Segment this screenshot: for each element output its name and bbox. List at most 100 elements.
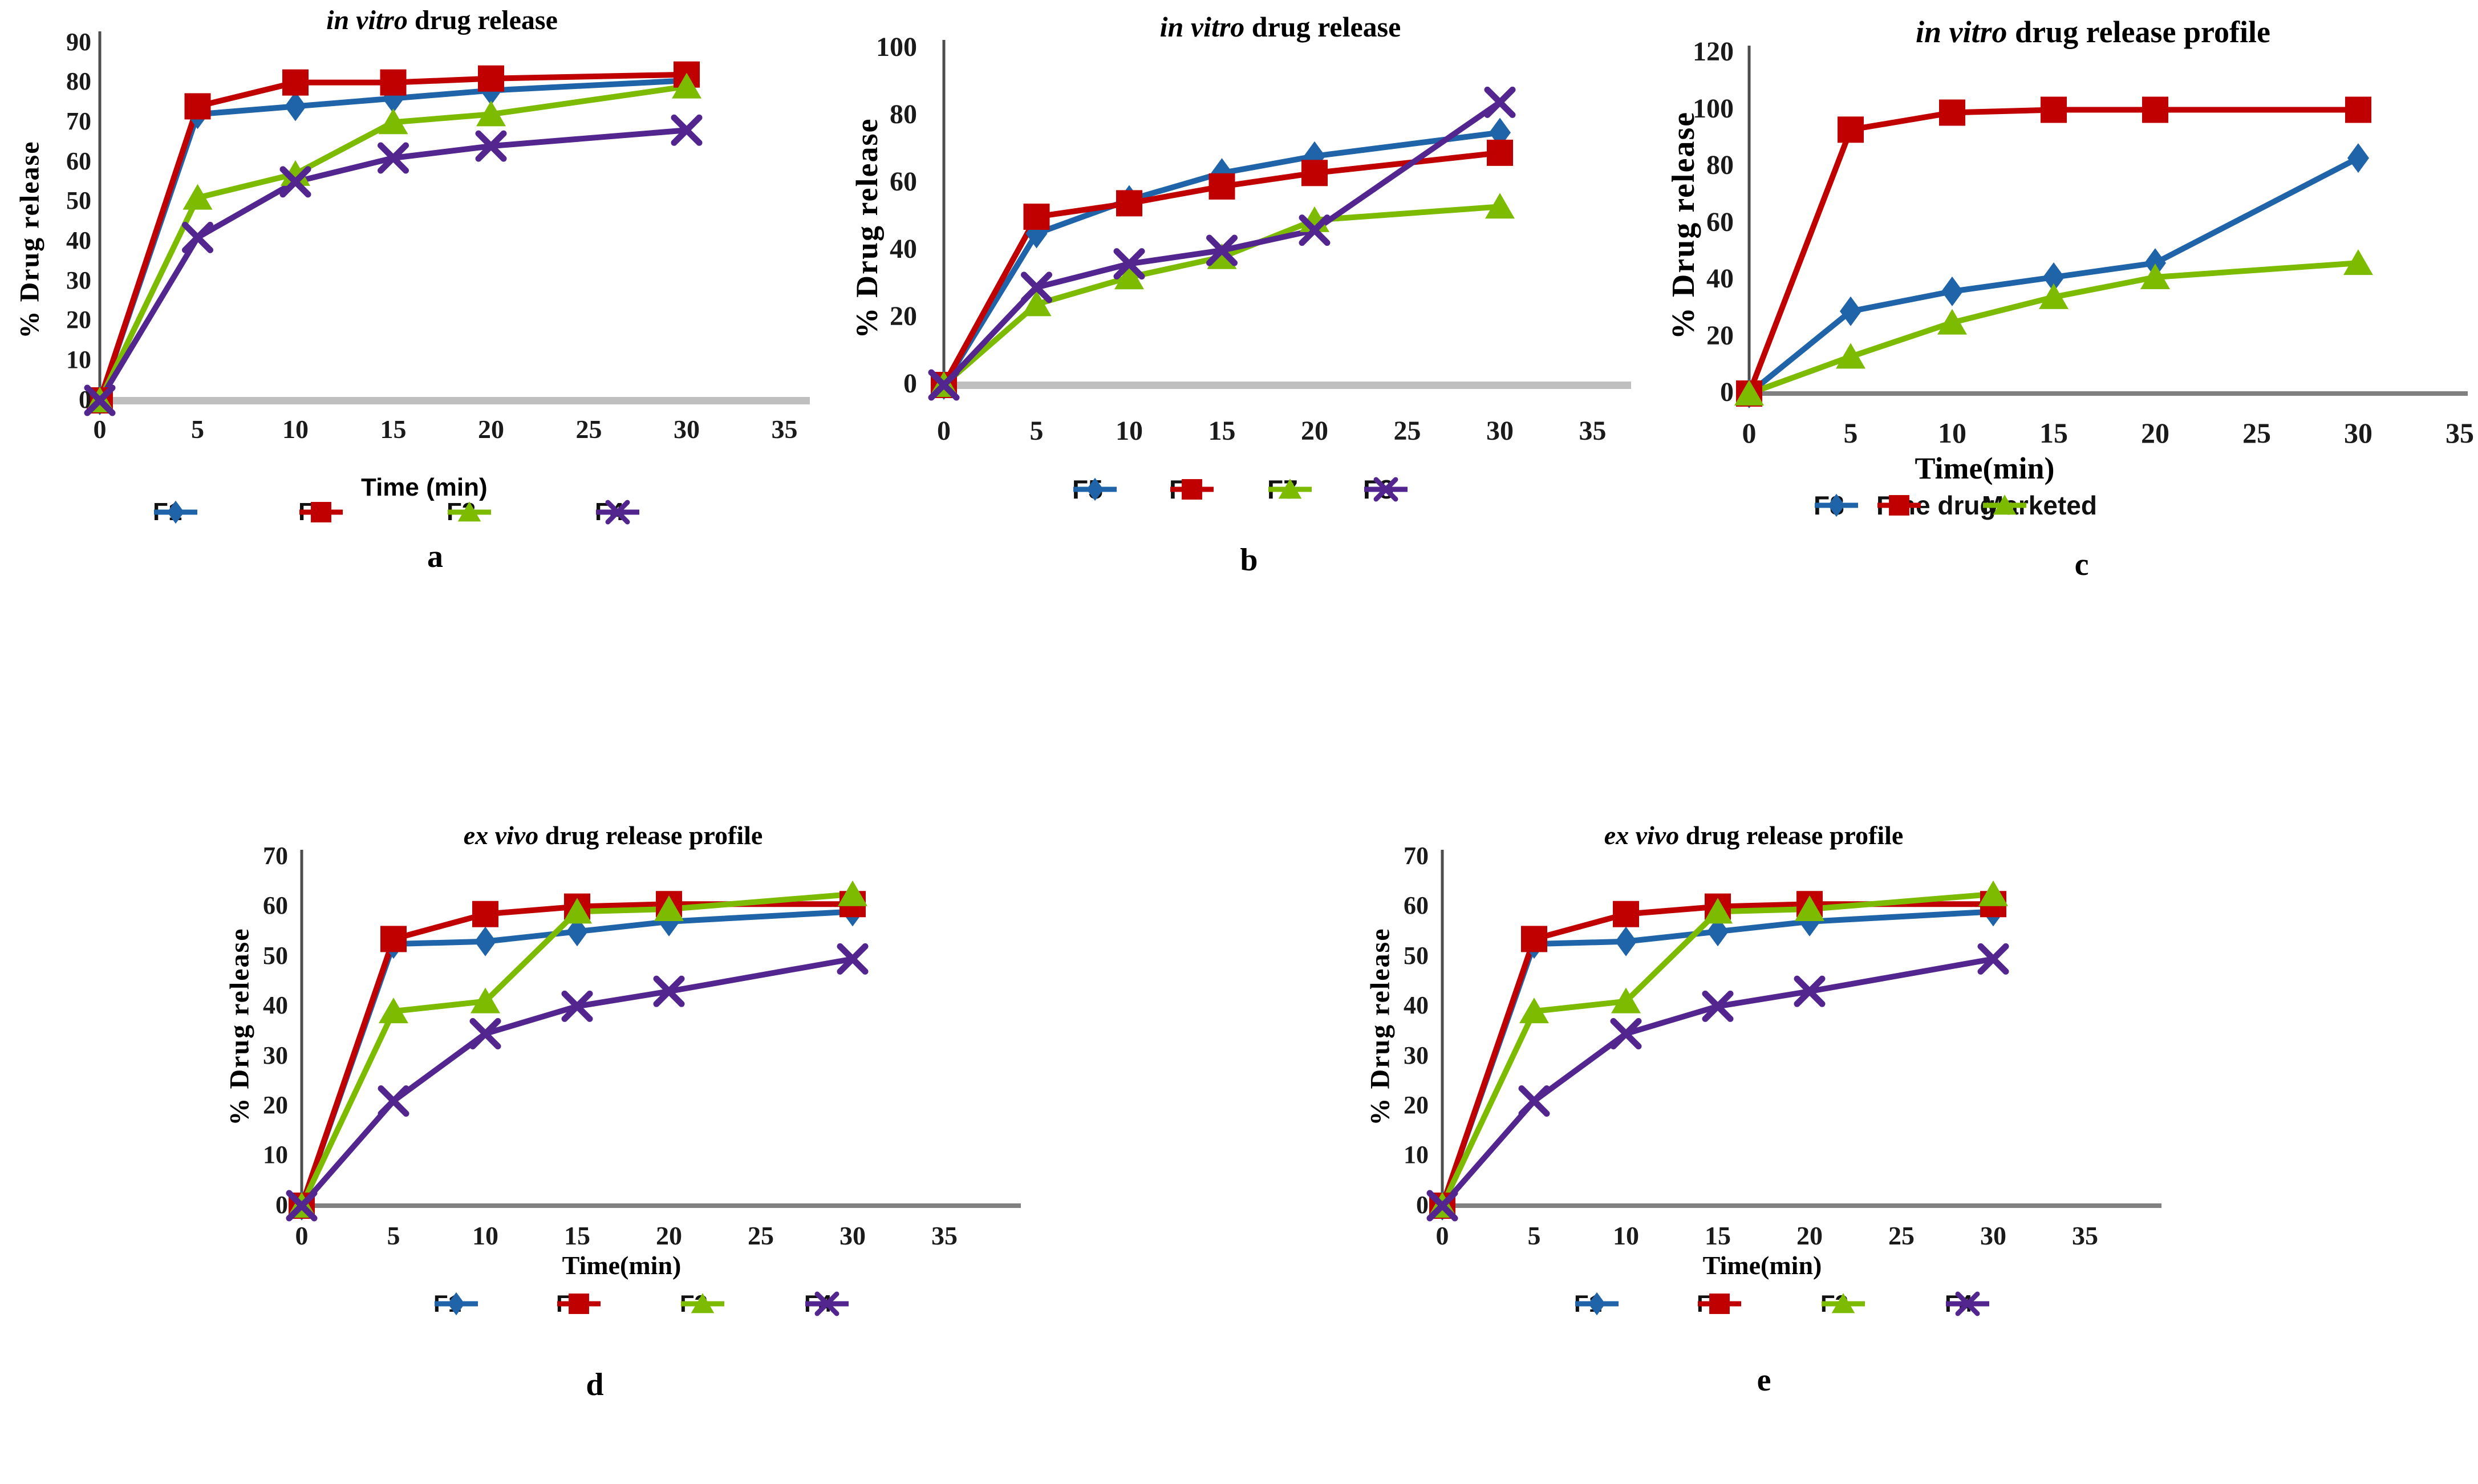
legend-item: F1 xyxy=(153,496,197,528)
triangle-marker xyxy=(281,160,310,186)
y-tick-label: 40 xyxy=(1706,263,1734,294)
x-marker xyxy=(1794,975,1826,1007)
triangle-marker xyxy=(476,100,506,127)
chart-title: in vitro drug release xyxy=(1160,10,1401,43)
legend-x-icon xyxy=(1364,477,1408,502)
chart-title-rest: drug release xyxy=(407,5,558,35)
triangle-marker xyxy=(654,895,684,921)
x-tick-label: 10 xyxy=(1938,417,1966,449)
y-tick-label: 10 xyxy=(1404,1141,1429,1169)
series-line-F3 xyxy=(1439,891,1996,1209)
diamond-marker xyxy=(1489,117,1511,148)
series-line-F2 xyxy=(299,901,855,1209)
x-marker xyxy=(1484,86,1516,118)
x-tick-label: 0 xyxy=(93,415,107,444)
diamond-marker xyxy=(1304,141,1325,171)
series-line-F2 xyxy=(1439,901,1996,1209)
y-tick-label: 0 xyxy=(1416,1190,1429,1219)
y-tick-label: 0 xyxy=(903,368,917,399)
series-line-F3 xyxy=(299,891,855,1209)
panel-letter: b xyxy=(1240,542,1258,578)
x-marker xyxy=(605,500,630,525)
square-marker xyxy=(472,901,498,927)
legend-item: F2 xyxy=(1697,1288,1741,1320)
x-axis-line xyxy=(1743,391,2468,396)
diamond-marker xyxy=(2347,143,2369,173)
x-tick-label: 30 xyxy=(674,415,700,444)
x-marker xyxy=(671,114,703,146)
chart-title-italic: ex vivo xyxy=(1604,821,1680,850)
y-tick-label: 20 xyxy=(66,306,91,334)
legend-item-label: F8 xyxy=(1363,475,1394,504)
x-marker xyxy=(84,384,116,416)
square-marker xyxy=(184,93,211,120)
y-tick-label: 80 xyxy=(890,99,917,130)
triangle-marker xyxy=(1795,895,1824,921)
x-axis-label: Time (min) xyxy=(361,473,488,501)
square-marker xyxy=(2345,96,2371,123)
panel-letter: d xyxy=(586,1367,604,1402)
legend-triangle-icon xyxy=(1822,1293,1865,1313)
x-marker xyxy=(928,369,960,401)
x-tick-label: 25 xyxy=(1393,416,1421,446)
diamond-marker xyxy=(1025,218,1048,249)
y-tick-label: 20 xyxy=(263,1090,288,1119)
y-tick-label: 30 xyxy=(1404,1041,1429,1069)
legend-item: F7 xyxy=(1267,473,1312,505)
y-tick-label: 20 xyxy=(1404,1090,1429,1119)
legend-item-label: F4 xyxy=(595,498,624,526)
y-tick-label: 10 xyxy=(263,1141,288,1169)
chart-title-italic: ex vivo xyxy=(463,821,539,850)
y-tick-label: 0 xyxy=(275,1190,288,1219)
y-tick-label: 60 xyxy=(1404,891,1429,920)
legend-triangle-icon xyxy=(1268,479,1312,499)
legend-item: F6 xyxy=(1169,473,1214,505)
series-line-F8 xyxy=(941,99,1503,388)
diamond-marker xyxy=(291,1191,313,1221)
x-tick-label: 0 xyxy=(295,1221,309,1250)
diamond-marker xyxy=(933,370,955,400)
y-tick-label: 60 xyxy=(890,167,917,197)
triangle-marker xyxy=(1114,263,1144,290)
legend-item: Marketed xyxy=(1982,489,2097,521)
square-marker xyxy=(1796,891,1823,918)
legend-item: F4 xyxy=(1945,1288,1989,1320)
series-line-F8 xyxy=(1746,155,2361,396)
x-tick-label: 10 xyxy=(282,415,309,444)
x-marker xyxy=(279,166,311,198)
diamond-marker xyxy=(383,929,404,959)
legend-item-label: F3 xyxy=(680,1290,708,1317)
y-tick-label: 70 xyxy=(263,841,288,870)
x-axis-line xyxy=(1437,1203,2161,1208)
square-marker xyxy=(380,69,407,96)
series-line-Marketed xyxy=(1746,260,2361,396)
y-tick-label: 20 xyxy=(890,301,917,332)
square-marker xyxy=(2041,96,2067,123)
legend-diamond-icon xyxy=(1575,1292,1619,1316)
square-marker xyxy=(87,387,113,413)
x-marker xyxy=(378,1085,409,1117)
y-tick-label: 40 xyxy=(890,234,917,265)
legend-item-label: F4 xyxy=(1945,1290,1973,1317)
square-marker xyxy=(1613,901,1639,927)
square-marker xyxy=(1939,99,1965,126)
diamond-marker xyxy=(1840,296,1861,326)
square-marker xyxy=(1709,1294,1730,1314)
x-tick-label: 30 xyxy=(839,1221,866,1250)
chart-title: ex vivo drug release profile xyxy=(1604,820,1904,850)
square-marker xyxy=(1889,495,1909,516)
legend-diamond-icon xyxy=(1815,493,1858,517)
triangle-marker xyxy=(287,1192,317,1218)
y-tick-label: 0 xyxy=(79,385,91,413)
x-marker xyxy=(1021,271,1052,303)
legend-item: F1 xyxy=(1574,1288,1619,1320)
y-tick-label: 120 xyxy=(1693,37,1734,67)
x-marker xyxy=(1206,234,1238,266)
triangle-marker xyxy=(1300,206,1329,232)
y-tick-label: 20 xyxy=(1706,320,1734,351)
triangle-marker xyxy=(2140,263,2170,290)
chart-title-italic: in vitro xyxy=(1916,15,2007,49)
